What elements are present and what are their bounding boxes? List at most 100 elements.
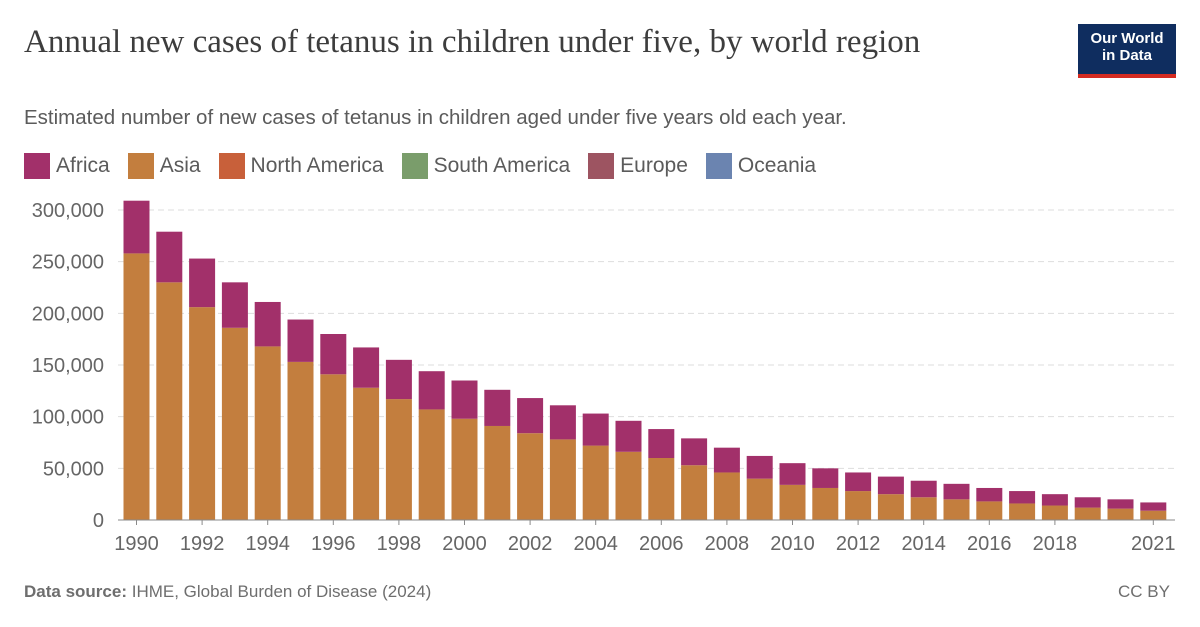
legend-swatch-south-america [401,153,428,179]
legend-item-africa[interactable]: Africa [24,153,110,179]
chart-title: Annual new cases of tetanus in children … [24,24,921,60]
bar-asia [648,458,675,520]
bar-asia [385,399,412,520]
bar-africa [877,476,904,495]
legend-item-south-america[interactable]: South America [401,153,571,179]
bar-asia [746,478,773,520]
legend-item-asia[interactable]: Asia [127,153,201,179]
y-tick-label: 100,000 [32,407,104,429]
data-source: Data source: IHME, Global Burden of Dise… [24,582,431,602]
bar-africa [1009,491,1036,504]
owid-logo[interactable]: Our World in Data [1078,24,1176,78]
legend-item-north-america[interactable]: North America [218,153,384,179]
bar-africa [254,301,281,347]
x-tick-label: 1996 [311,533,356,555]
bar-africa [746,455,773,479]
bar-asia [615,451,642,520]
data-source-text[interactable]: IHME, Global Burden of Disease (2024) [131,582,432,601]
x-tick-label: 2010 [770,533,815,555]
x-tick-label: 2021 [1131,533,1176,555]
bar-africa [615,420,642,452]
bar-africa [287,319,314,362]
bar-africa [385,359,412,400]
x-tick-label: 2012 [836,533,881,555]
bar-asia [943,499,970,520]
bar-asia [189,307,216,520]
x-tick-label: 2014 [901,533,946,555]
bar-africa [549,405,576,440]
bar-africa [1107,499,1134,509]
bar-asia [582,445,609,520]
bar-asia [418,409,445,520]
bar-asia [484,425,511,520]
bar-asia [1074,507,1101,520]
y-tick-label: 150,000 [32,355,104,377]
bar-africa [845,472,872,492]
x-tick-label: 2016 [967,533,1012,555]
bar-africa [1140,502,1167,511]
legend-swatch-north-america [218,153,245,179]
legend-label-south-america: South America [433,154,571,177]
bar-asia [779,484,806,520]
y-tick-label: 300,000 [32,200,104,222]
bar-africa [779,463,806,485]
x-tick-label: 1998 [377,533,422,555]
logo-line-2: in Data [1101,47,1152,64]
bar-asia [549,439,576,520]
bar-africa [123,200,150,254]
x-tick-label: 2018 [1033,533,1078,555]
legend-label-oceania: Oceania [737,154,817,177]
bar-asia [910,497,937,520]
legend-label-europe: Europe [620,154,688,177]
legend-swatch-europe [588,153,615,179]
bar-africa [451,380,478,419]
bar-asia [353,387,380,520]
legend: Africa Asia North America South America … [24,153,816,179]
bar-africa [189,258,216,308]
bar-africa [582,413,609,446]
bar-africa [320,334,347,375]
legend-label-africa: Africa [56,154,110,177]
bar-asia [320,374,347,520]
legend-item-oceania[interactable]: Oceania [705,153,817,179]
x-tick-label: 2000 [442,533,487,555]
bar-asia [877,494,904,520]
y-tick-label: 50,000 [43,458,104,480]
bar-africa [484,389,511,426]
bar-africa [221,282,248,328]
bar-asia [287,361,314,520]
license-label[interactable]: CC BY [1118,582,1170,601]
data-source-label: Data source: [24,582,127,601]
bar-africa [943,483,970,500]
x-tick-label: 2002 [508,533,553,555]
bar-asia [451,418,478,520]
bar-asia [1140,510,1167,520]
bar-asia [517,433,544,520]
legend-item-europe[interactable]: Europe [588,153,688,179]
bar-africa [1041,494,1068,506]
bar-africa [812,468,839,488]
bar-africa [1074,497,1101,508]
bar-africa [910,480,937,498]
bar-africa [681,438,708,466]
x-tick-label: 2006 [639,533,684,555]
chart-subtitle: Estimated number of new cases of tetanus… [24,106,847,129]
bar-asia [123,253,150,520]
bar-africa [517,398,544,434]
legend-label-asia: Asia [159,154,201,177]
bar-asia [976,501,1003,520]
x-tick-label: 1990 [114,533,159,555]
legend-label-north-america: North America [250,154,384,177]
bar-asia [1009,503,1036,520]
bar-asia [156,282,183,520]
x-tick-label: 1994 [245,533,290,555]
bar-africa [156,231,183,283]
legend-swatch-asia [127,153,154,179]
bar-africa [648,429,675,458]
bar-asia [681,465,708,520]
bar-africa [418,371,445,410]
y-tick-label: 200,000 [32,303,104,325]
stacked-bar-chart: 0 50,000 100,000 150,000 200,000 250,000 300,0… [32,200,1176,555]
bar-africa [976,487,1003,502]
bar-asia [1041,505,1068,520]
